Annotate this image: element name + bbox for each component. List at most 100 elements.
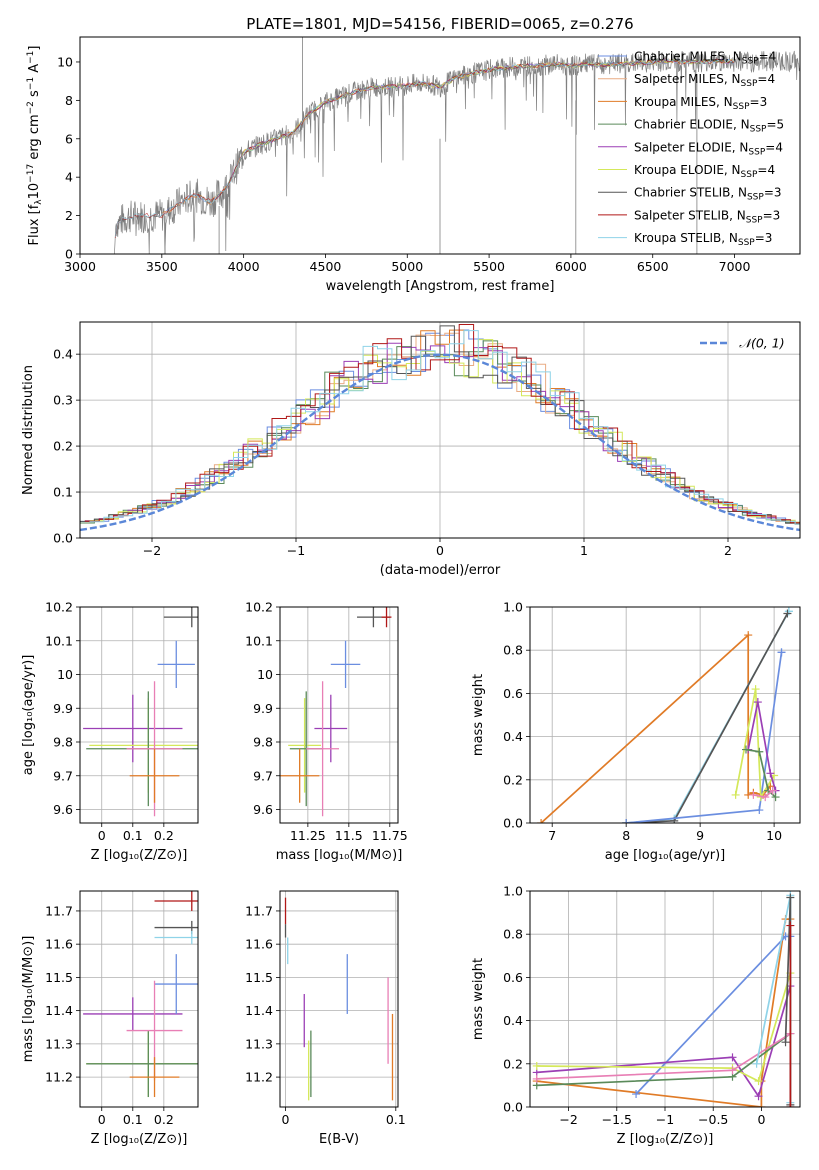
legend-tail: =4 <box>765 140 783 154</box>
plus-marker <box>757 1103 766 1107</box>
histogram-series <box>89 330 800 525</box>
x-tick-label: 0.2 <box>154 1112 174 1127</box>
y-axis-label: mass weight <box>471 958 486 1040</box>
axes-frame <box>79 36 801 255</box>
plus-marker <box>754 1092 763 1101</box>
y-axis-label: mass [log₁₀(M/M⊙)] <box>21 936 36 1063</box>
plus-marker <box>781 1038 790 1047</box>
y-tick-label: 11.7 <box>245 903 273 918</box>
x-tick-label: 0 <box>436 543 444 558</box>
y-tick-label: 0.2 <box>503 772 523 787</box>
y-tick-label: 0.2 <box>53 439 73 454</box>
plot-area <box>80 891 198 1107</box>
legend-text: Kroupa ELODIE, N <box>634 163 741 177</box>
legend-sub: SSP <box>746 215 763 225</box>
legend-text: Kroupa MILES, N <box>634 95 733 109</box>
plot-area <box>530 607 800 823</box>
x-axis-label: wavelength [Angstrom, rest frame] <box>326 279 555 294</box>
plus-marker <box>753 698 762 707</box>
x-axis-label: mass [log₁₀(M/M⊙)] <box>276 848 403 863</box>
x-tick-label: 0.1 <box>123 1112 143 1127</box>
plus-marker <box>786 1103 795 1107</box>
y-tick-label: 0.1 <box>53 485 73 500</box>
y-axis-label: Flux [fλ10−17 erg cm−2 s−1 A−1] <box>26 46 44 246</box>
x-axis-label: Z [log₁₀(Z/Z⊙)] <box>91 1132 188 1147</box>
x-tick-label: 7 <box>548 828 556 843</box>
y-label-part: 10 <box>27 183 42 200</box>
axes-frame <box>79 321 801 539</box>
y-label-part: −17 <box>26 164 36 183</box>
y-tick-label: 0.8 <box>503 643 523 658</box>
x-tick-label: 0 <box>282 1112 290 1127</box>
plus-marker <box>744 631 753 640</box>
y-label-part: s <box>27 90 42 101</box>
x-tick-label: 5500 <box>473 259 505 274</box>
legend-sub: SSP <box>750 125 767 135</box>
y-tick-label: 10 <box>257 667 273 682</box>
y-label-part: −1 <box>26 77 36 90</box>
legend-tail: =3 <box>764 186 782 200</box>
y-tick-label: 10.1 <box>45 633 73 648</box>
x-tick-label: 3500 <box>146 259 178 274</box>
legend-text: Salpeter ELODIE, N <box>634 140 748 154</box>
plus-marker <box>752 1059 761 1068</box>
x-axis-label: E(B-V) <box>319 1132 359 1147</box>
legend-tail: =4 <box>757 72 775 86</box>
y-tick-label: 0.2 <box>503 1056 523 1071</box>
plot-area <box>280 891 398 1107</box>
y-tick-label: 0.4 <box>53 347 73 362</box>
y-tick-label: 11.5 <box>245 970 273 985</box>
y-tick-label: 0.6 <box>503 686 523 701</box>
legend-text: Kroupa STELIB, N <box>634 231 738 245</box>
x-tick-label: −1.5 <box>602 1112 632 1127</box>
x-tick-label: −2 <box>559 1112 577 1127</box>
legend-label: Chabrier ELODIE, NSSP=5 <box>634 118 784 135</box>
axes-frame <box>529 890 801 1108</box>
y-tick-label: 9.9 <box>53 701 73 716</box>
legend-tail: =4 <box>759 50 777 64</box>
plus-marker <box>728 1066 737 1075</box>
plus-marker <box>761 793 770 802</box>
axes-frame <box>279 890 399 1108</box>
y-tick-label: 11.5 <box>45 970 73 985</box>
axes-frame <box>79 890 199 1108</box>
y-tick-label: 9.8 <box>53 735 73 750</box>
y-tick-label: 9.7 <box>253 768 273 783</box>
x-tick-label: 0 <box>98 828 106 843</box>
legend-label: Salpeter ELODIE, NSSP=4 <box>634 140 783 157</box>
legend-text: Salpeter STELIB, N <box>634 208 746 222</box>
plus-marker <box>786 893 795 902</box>
y-axis-label: mass weight <box>471 674 486 756</box>
x-tick-label: −1 <box>656 1112 674 1127</box>
y-tick-label: 11.7 <box>45 903 73 918</box>
axes-age_vs_Z: 0 0.1 0.2 9.6 9.7 9.8 9.9 10 10.1 10.2 Z [log₁₀(Z/… <box>21 600 199 863</box>
x-axis-label: (data-model)/error <box>380 563 501 578</box>
legend-sub: SSP <box>741 170 758 180</box>
weight-line <box>536 972 792 1083</box>
y-tick-label: 10.1 <box>245 633 273 648</box>
legend-sub: SSP <box>733 102 750 112</box>
y-tick-label: 0.6 <box>503 970 523 985</box>
y-tick-label: 8 <box>65 93 73 108</box>
y-tick-label: 0.3 <box>53 393 73 408</box>
y-axis-label: Normed distribution <box>21 365 36 495</box>
plus-marker <box>768 786 777 795</box>
plus-marker <box>766 769 775 778</box>
weight-line <box>745 748 777 798</box>
y-axis-label: age [log₁₀(age/yr)] <box>21 655 36 776</box>
normal-curve <box>80 353 800 532</box>
axes-weight_vs_age: 7 8 9 10 0.0 0.2 0.4 0.6 0.8 1.0 age [log₁₀(age/yr… <box>471 600 801 863</box>
legend-label: Kroupa MILES, NSSP=3 <box>634 95 767 112</box>
x-tick-label: 9 <box>696 828 704 843</box>
plus-marker <box>622 819 631 823</box>
legend-label: Kroupa STELIB, NSSP=3 <box>634 231 772 248</box>
x-tick-label: −1 <box>287 543 305 558</box>
y-tick-label: 10 <box>57 54 73 69</box>
axes-mass_vs_ebv: 0 0.1 11.2 11.3 11.4 11.5 11.6 11.7 E(B-V) <box>245 890 406 1147</box>
legend-text: Salpeter MILES, N <box>634 72 741 86</box>
y-label-part: λ <box>34 199 44 205</box>
x-tick-label: −2 <box>143 543 161 558</box>
x-tick-label: 8 <box>622 828 630 843</box>
y-tick-label: 11.6 <box>45 937 73 952</box>
axes-age_vs_mass: 11.25 11.5 11.75 9.6 9.7 9.8 9.9 10 10.1 10.2 mass… <box>245 600 408 864</box>
